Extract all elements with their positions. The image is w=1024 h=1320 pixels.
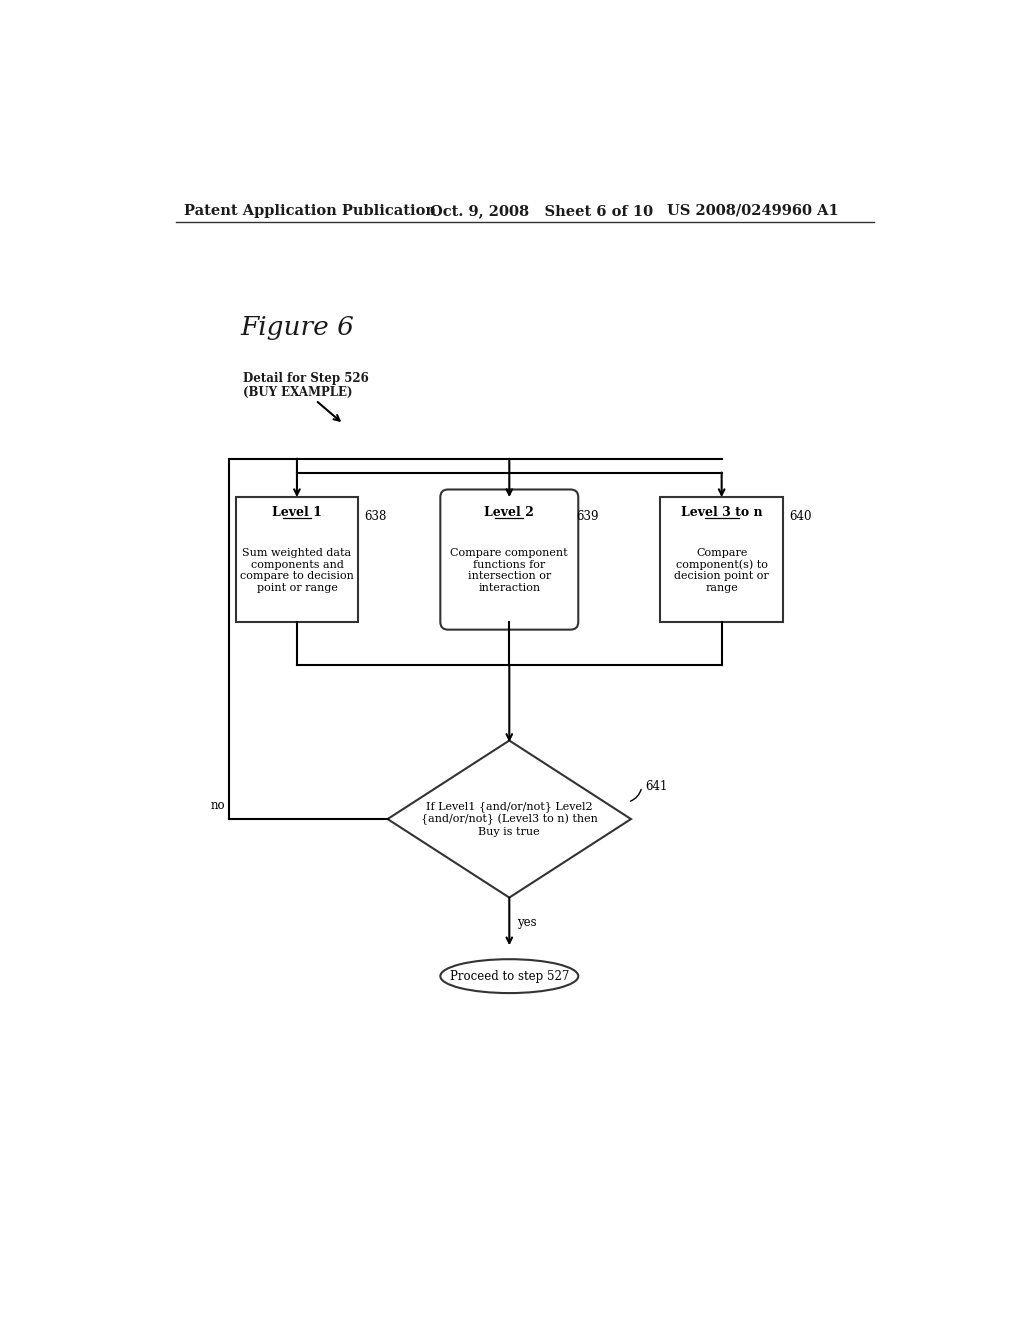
- FancyBboxPatch shape: [440, 490, 579, 630]
- Text: Level 3 to n: Level 3 to n: [681, 506, 763, 519]
- Text: Figure 6: Figure 6: [241, 315, 354, 341]
- Text: Patent Application Publication: Patent Application Publication: [183, 203, 436, 218]
- Text: (BUY EXAMPLE): (BUY EXAMPLE): [243, 385, 352, 399]
- Text: Compare
component(s) to
decision point or
range: Compare component(s) to decision point o…: [674, 548, 769, 593]
- FancyBboxPatch shape: [660, 498, 783, 622]
- Text: 638: 638: [365, 510, 387, 523]
- Text: Proceed to step 527: Proceed to step 527: [450, 970, 569, 982]
- Text: no: no: [210, 799, 225, 812]
- Text: 641: 641: [645, 780, 668, 793]
- Text: Level 2: Level 2: [484, 506, 535, 519]
- Text: If Level1 {and/or/not} Level2
{and/or/not} (Level3 to n) then
Buy is true: If Level1 {and/or/not} Level2 {and/or/no…: [421, 801, 598, 837]
- Text: US 2008/0249960 A1: US 2008/0249960 A1: [667, 203, 839, 218]
- Ellipse shape: [440, 960, 579, 993]
- Text: Oct. 9, 2008   Sheet 6 of 10: Oct. 9, 2008 Sheet 6 of 10: [430, 203, 653, 218]
- Text: Compare component
functions for
intersection or
interaction: Compare component functions for intersec…: [451, 548, 568, 593]
- Text: yes: yes: [517, 916, 537, 929]
- Text: 639: 639: [577, 510, 599, 523]
- Text: Sum weighted data
components and
compare to decision
point or range: Sum weighted data components and compare…: [240, 548, 354, 593]
- Text: Detail for Step 526: Detail for Step 526: [243, 372, 369, 385]
- FancyBboxPatch shape: [236, 498, 358, 622]
- Polygon shape: [388, 741, 631, 898]
- Text: Level 1: Level 1: [272, 506, 322, 519]
- Text: 640: 640: [790, 510, 812, 523]
